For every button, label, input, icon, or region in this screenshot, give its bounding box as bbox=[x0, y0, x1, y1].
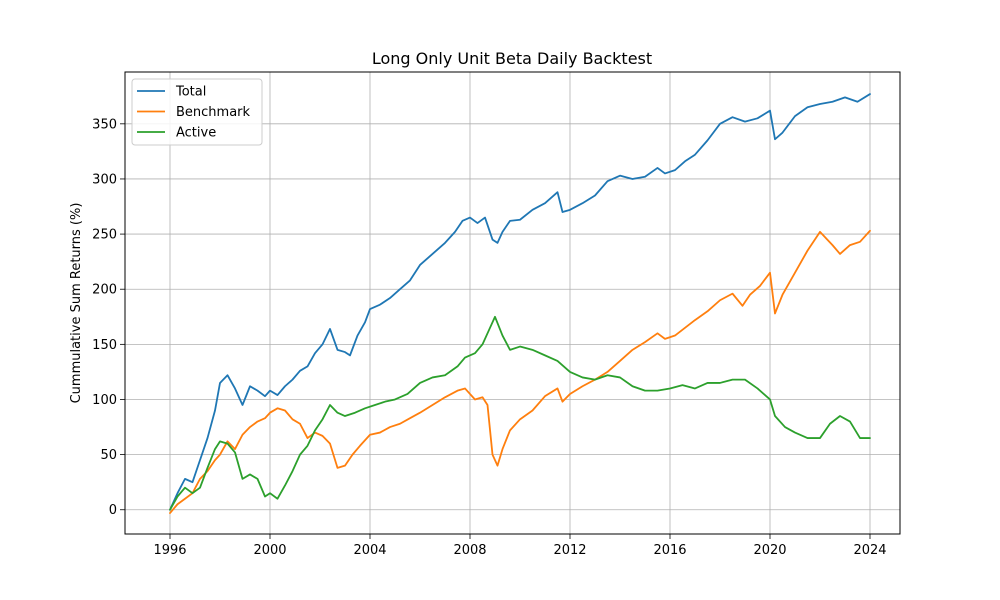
y-tick-label: 50 bbox=[100, 448, 117, 463]
legend: Total Benchmark Active bbox=[131, 78, 263, 146]
x-tick-label: 2008 bbox=[453, 543, 486, 558]
plot-frame bbox=[124, 71, 901, 535]
y-axis-label: Cummulative Sum Returns (%) bbox=[69, 203, 84, 404]
series-line-total bbox=[169, 93, 871, 511]
x-tick-label: 2012 bbox=[553, 543, 586, 558]
legend-label-benchmark: Benchmark bbox=[176, 105, 251, 120]
x-tick-label: 2024 bbox=[853, 543, 886, 558]
x-tick-label: 1996 bbox=[153, 543, 186, 558]
y-tick-label: 350 bbox=[92, 117, 117, 132]
axis-ticks: 1996 2000 2004 2008 2012 2016 2020 2024 0 50 100 15… bbox=[92, 117, 886, 558]
legend-label-active: Active bbox=[176, 126, 216, 141]
legend-label-total: Total bbox=[175, 85, 206, 100]
y-tick-label: 200 bbox=[92, 283, 117, 298]
x-tick-label: 2020 bbox=[753, 543, 786, 558]
series-lines bbox=[169, 93, 871, 514]
series-line-active bbox=[169, 315, 871, 511]
y-tick-label: 100 bbox=[92, 393, 117, 408]
series-line-benchmark bbox=[169, 229, 871, 514]
grid bbox=[125, 72, 900, 534]
chart-title: Long Only Unit Beta Daily Backtest bbox=[372, 49, 652, 68]
y-tick-label: 150 bbox=[92, 338, 117, 353]
legend-box bbox=[131, 78, 263, 146]
y-tick-label: 0 bbox=[109, 503, 117, 518]
x-tick-label: 2004 bbox=[353, 543, 386, 558]
y-tick-label: 250 bbox=[92, 228, 117, 243]
y-tick-label: 300 bbox=[92, 172, 117, 187]
x-tick-label: 2000 bbox=[253, 543, 286, 558]
x-tick-label: 2016 bbox=[653, 543, 686, 558]
